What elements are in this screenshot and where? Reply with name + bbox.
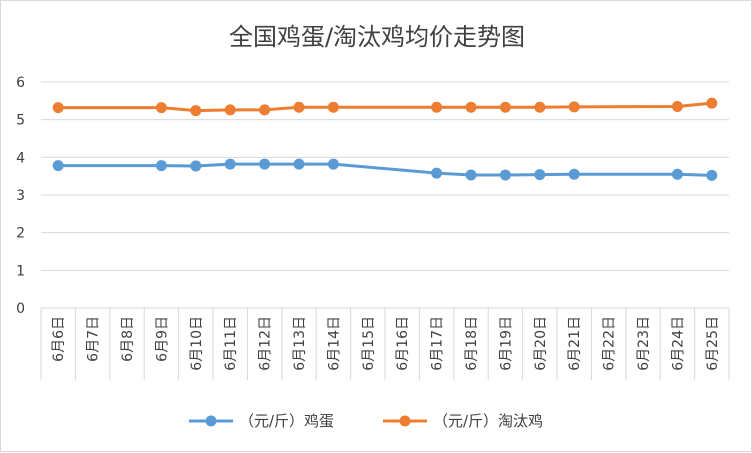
x-tick-label: 6月9日 — [154, 316, 170, 362]
chart-title: 全国鸡蛋/淘汰鸡均价走势图 — [229, 23, 525, 51]
x-tick-label: 6月10日 — [189, 316, 205, 371]
y-tick-label: 4 — [16, 150, 25, 166]
data-point — [534, 169, 546, 181]
x-tick-label: 6月7日 — [86, 316, 102, 362]
data-point — [327, 158, 339, 170]
legend: （元/斤）鸡蛋 （元/斤）淘汰鸡 — [189, 412, 543, 430]
y-tick-label: 6 — [16, 75, 25, 91]
data-point — [431, 101, 443, 113]
data-point — [190, 160, 202, 172]
data-point — [499, 169, 511, 181]
series-group — [52, 97, 718, 181]
y-axis-ticks: 0 1 2 3 4 5 6 — [16, 75, 25, 317]
gridlines — [41, 81, 729, 309]
x-tick-label: 6月20日 — [533, 316, 549, 371]
x-tick-label: 6月23日 — [636, 316, 652, 371]
y-tick-label: 1 — [16, 263, 25, 279]
legend-label: （元/斤）淘汰鸡 — [433, 412, 543, 430]
x-tick-label: 6月16日 — [395, 316, 411, 371]
x-tick-label: 6月11日 — [223, 316, 239, 371]
data-point — [327, 101, 339, 113]
x-axis-ticks: 6月6日 6月7日 6月8日 6月9日 6月10日 6月11日 6月12日 6月13日 6月14… — [51, 316, 721, 371]
series-line — [58, 101, 712, 113]
y-tick-label: 3 — [16, 188, 25, 204]
y-tick-label: 0 — [16, 301, 25, 317]
data-point — [52, 160, 64, 172]
x-tick-label: 6月25日 — [705, 316, 721, 371]
legend-label: （元/斤）鸡蛋 — [239, 412, 334, 430]
data-point — [671, 168, 683, 180]
data-point — [259, 158, 271, 170]
y-tick-label: 5 — [16, 113, 25, 129]
x-tick-label: 6月21日 — [567, 316, 583, 371]
data-point — [706, 169, 718, 181]
x-tick-label: 6月8日 — [120, 316, 136, 362]
data-point — [706, 97, 718, 109]
data-point — [224, 158, 236, 170]
x-tick-label: 6月12日 — [258, 316, 274, 371]
x-tick-label: 6月15日 — [361, 316, 377, 371]
data-point — [293, 101, 305, 113]
data-point — [499, 101, 511, 113]
data-point — [224, 104, 236, 116]
x-tick-label: 6月13日 — [292, 316, 308, 371]
data-point — [568, 101, 580, 113]
x-tick-label: 6月18日 — [464, 316, 480, 371]
data-point — [465, 169, 477, 181]
data-point — [568, 168, 580, 180]
data-point — [155, 102, 167, 114]
legend-marker — [399, 415, 411, 427]
data-point — [190, 105, 202, 117]
x-category-dividers — [40, 308, 730, 380]
x-tick-label: 6月14日 — [326, 316, 342, 371]
series-line — [58, 162, 712, 177]
data-point — [431, 167, 443, 179]
x-tick-label: 6月24日 — [670, 316, 686, 371]
x-tick-label: 6月19日 — [498, 316, 514, 371]
data-point — [52, 102, 64, 114]
data-point — [155, 160, 167, 172]
x-tick-label: 6月17日 — [430, 316, 446, 371]
data-point — [293, 158, 305, 170]
data-point — [534, 101, 546, 113]
data-point — [259, 104, 271, 116]
x-tick-label: 6月22日 — [602, 316, 618, 371]
data-point — [671, 100, 683, 112]
y-tick-label: 2 — [16, 226, 25, 242]
data-point — [465, 101, 477, 113]
legend-marker — [205, 415, 217, 427]
x-tick-label: 6月6日 — [51, 316, 67, 362]
